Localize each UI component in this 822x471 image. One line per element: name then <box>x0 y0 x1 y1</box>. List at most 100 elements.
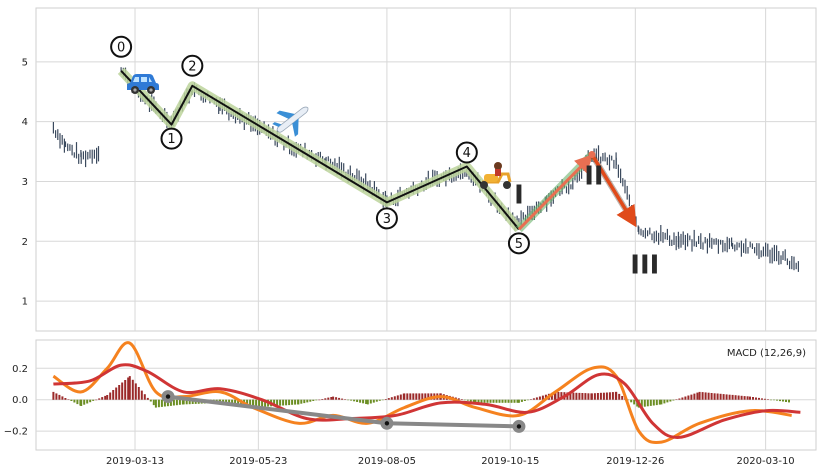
wave-point-label: 4 <box>463 146 471 161</box>
macd-histogram-bar <box>127 377 130 400</box>
macd-histogram-bar <box>237 399 240 406</box>
macd-histogram-bar <box>770 399 772 401</box>
macd-histogram-bar <box>384 399 387 400</box>
correction-peak-dot <box>588 151 596 159</box>
macd-histogram-bar <box>779 399 781 402</box>
macd-histogram-bar <box>495 399 498 403</box>
car-icon <box>127 74 159 94</box>
macd-histogram-bar <box>605 392 608 400</box>
macd-histogram-bar <box>743 396 746 400</box>
macd-histogram-bar <box>474 399 477 403</box>
macd-lines <box>52 341 801 445</box>
macd-histogram-bar <box>602 392 605 400</box>
macd-histogram-bar <box>526 399 529 401</box>
macd-histogram-bar <box>185 399 188 405</box>
macd-histogram-bar <box>633 399 636 405</box>
macd-histogram-bar <box>279 399 282 406</box>
signal-line <box>53 363 801 439</box>
macd-histogram-bar <box>513 399 516 403</box>
macd-histogram-bar <box>178 399 181 405</box>
macd-histogram-bar <box>149 399 152 402</box>
macd-histogram-bar <box>788 399 790 403</box>
macd-histogram-bar <box>258 399 261 408</box>
x-tick-label: 2019-03-13 <box>106 456 164 467</box>
macd-histogram-bar <box>687 395 690 400</box>
macd-histogram-bar <box>427 393 430 400</box>
macd-line <box>52 341 792 445</box>
macd-histogram-bar <box>681 397 684 400</box>
price-plot-area <box>35 7 817 332</box>
macd-histogram-bar <box>335 397 338 400</box>
macd-histogram-bar <box>618 393 621 400</box>
macd-histogram-bar <box>387 398 390 400</box>
macd-histogram-bar <box>58 394 61 400</box>
macd-histogram-bar <box>684 396 687 400</box>
macd-histogram-bar <box>372 399 375 403</box>
macd-histogram-bar <box>157 399 160 408</box>
macd-histogram-bar <box>409 393 412 400</box>
macd-histogram-bar <box>303 399 306 404</box>
macd-histogram-bar <box>560 392 563 400</box>
macd-histogram-bar <box>722 394 725 400</box>
macd-histogram-bar <box>599 392 602 400</box>
macd-histogram-bar <box>365 399 368 404</box>
macd-histogram-bar <box>740 395 743 400</box>
wave-annotations: 0 1 2 3 4 5 <box>110 35 530 255</box>
macd-histogram-bar <box>261 399 264 407</box>
macd-histogram-bar <box>472 399 475 403</box>
macd-histogram-bar <box>731 394 734 400</box>
macd-histogram-bar <box>782 399 784 402</box>
macd-y-tick-label: 0.2 <box>12 364 28 375</box>
macd-histogram-bar <box>596 393 599 400</box>
macd-histogram-bar <box>106 395 109 400</box>
x-tick-label: 2019-10-15 <box>481 456 539 467</box>
macd-histogram-bar <box>64 398 67 400</box>
macd-histogram-bar <box>590 393 593 400</box>
macd-histogram-bar <box>309 399 312 402</box>
macd-histogram-bar <box>418 393 421 400</box>
macd-histogram-bar <box>52 391 55 400</box>
macd-histogram-bar <box>67 399 70 400</box>
macd-histogram-bar <box>350 399 353 401</box>
macd-histogram-bar <box>315 399 318 401</box>
macd-histogram-bar <box>282 399 285 406</box>
macd-histogram-bar <box>294 399 297 405</box>
macd-histogram-bar <box>121 382 124 400</box>
macd-histogram-bar <box>338 397 341 400</box>
price-y-tick-label: 3 <box>22 177 28 188</box>
macd-histogram-bar <box>457 398 460 400</box>
macd-histogram-bar <box>163 399 166 407</box>
price-y-tick-label: 1 <box>22 297 28 308</box>
macd-histogram-bar <box>460 399 463 400</box>
macd-histogram-bar <box>390 397 393 400</box>
macd-histogram-bar <box>734 395 737 400</box>
wave-point-label: 1 <box>167 132 175 147</box>
macd-histogram-bar <box>737 395 740 400</box>
macd-histogram-bar <box>353 399 356 402</box>
macd-histogram-bar <box>466 399 469 401</box>
wave-point-label: 0 <box>117 40 125 55</box>
macd-histogram-bar <box>70 399 73 401</box>
macd-histogram-bar <box>330 397 333 400</box>
macd-histogram-bar <box>378 399 381 401</box>
divergence-marker-dot <box>384 421 390 426</box>
macd-histogram-bar <box>672 399 675 401</box>
macd-histogram-bar <box>86 399 89 404</box>
price-y-tick-label: 2 <box>22 237 28 248</box>
macd-histogram-bar <box>255 399 258 408</box>
macd-histogram-bar <box>393 396 396 400</box>
macd-histogram-bar <box>707 392 710 400</box>
correction-label: II <box>584 162 603 192</box>
macd-histogram-bar <box>572 392 575 400</box>
scooter-icon <box>480 162 512 189</box>
divergence-marker-dot <box>516 424 522 429</box>
macd-histogram-bar <box>191 399 194 404</box>
macd-histogram-bar <box>517 399 520 403</box>
macd-histogram-bar <box>134 383 137 400</box>
macd-histogram-bar <box>773 399 775 401</box>
macd-histogram-bar <box>300 399 303 404</box>
macd-histogram-bar <box>359 399 362 403</box>
macd-histogram-bar <box>285 399 288 406</box>
macd-histogram-bar <box>501 399 504 403</box>
